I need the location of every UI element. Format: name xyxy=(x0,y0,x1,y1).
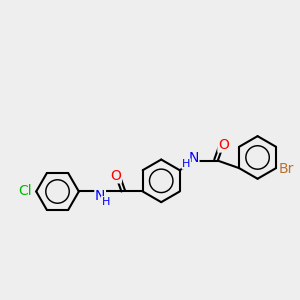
Text: O: O xyxy=(218,138,229,152)
Text: H: H xyxy=(182,159,190,169)
Text: Br: Br xyxy=(279,162,294,176)
Text: N: N xyxy=(95,189,105,203)
Text: Cl: Cl xyxy=(18,184,32,199)
Text: N: N xyxy=(188,151,199,165)
Text: O: O xyxy=(110,169,121,183)
Text: H: H xyxy=(102,196,110,207)
